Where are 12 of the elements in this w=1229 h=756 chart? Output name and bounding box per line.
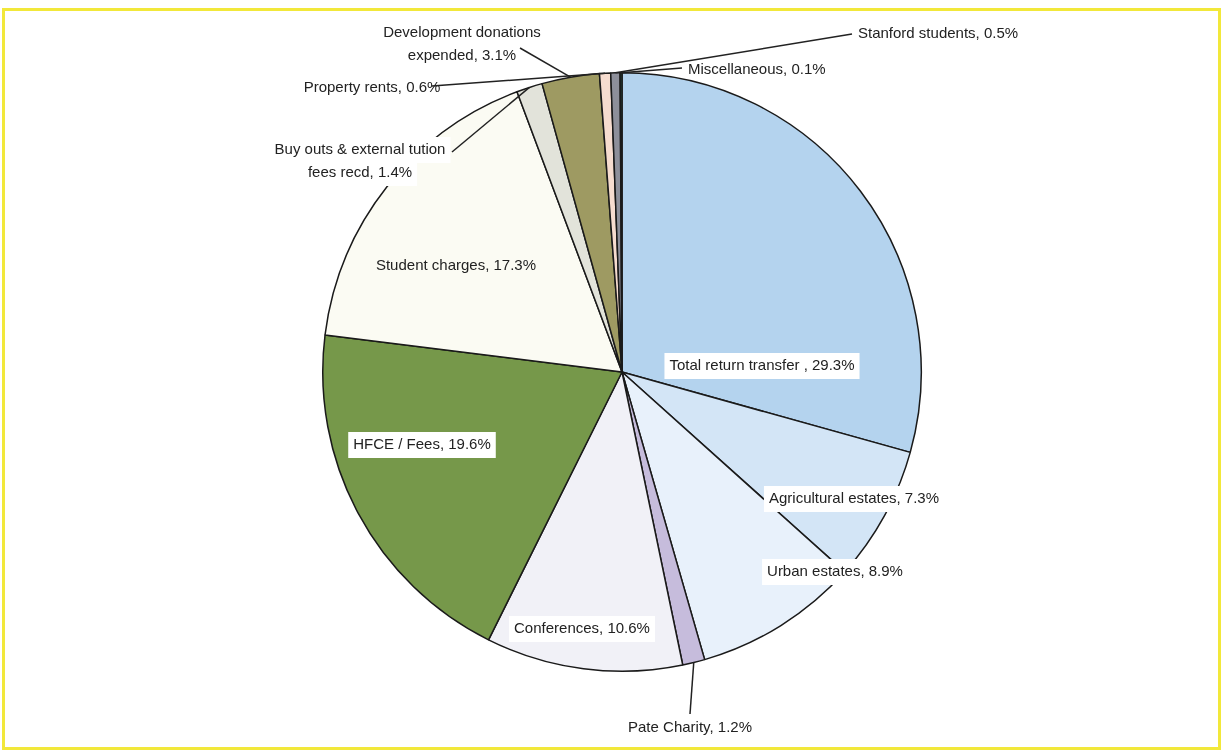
slice-label: Development donations expended, 3.1% (383, 23, 541, 64)
slice-label: Student charges, 17.3% (375, 256, 537, 274)
category-label: Buy outs & external tution fees recd, 1.4% (274, 140, 446, 181)
slice-label: Property rents, 0.6% (303, 78, 441, 96)
slice-label: HFCE / Fees, 19.6% (353, 435, 491, 453)
slice-label: Urban estates, 8.9% (767, 562, 903, 580)
slice-label: Pate Charity, 1.2% (628, 718, 752, 736)
slice-label: Stanford students, 0.5% (858, 24, 1019, 42)
slice-label: Conferences, 10.6% (514, 619, 650, 637)
slice-label: Miscellaneous, 0.1% (688, 60, 826, 78)
slice-label: Agricultural estates, 7.3% (768, 489, 940, 507)
slice-label: Total return transfer , 29.3% (669, 356, 855, 374)
